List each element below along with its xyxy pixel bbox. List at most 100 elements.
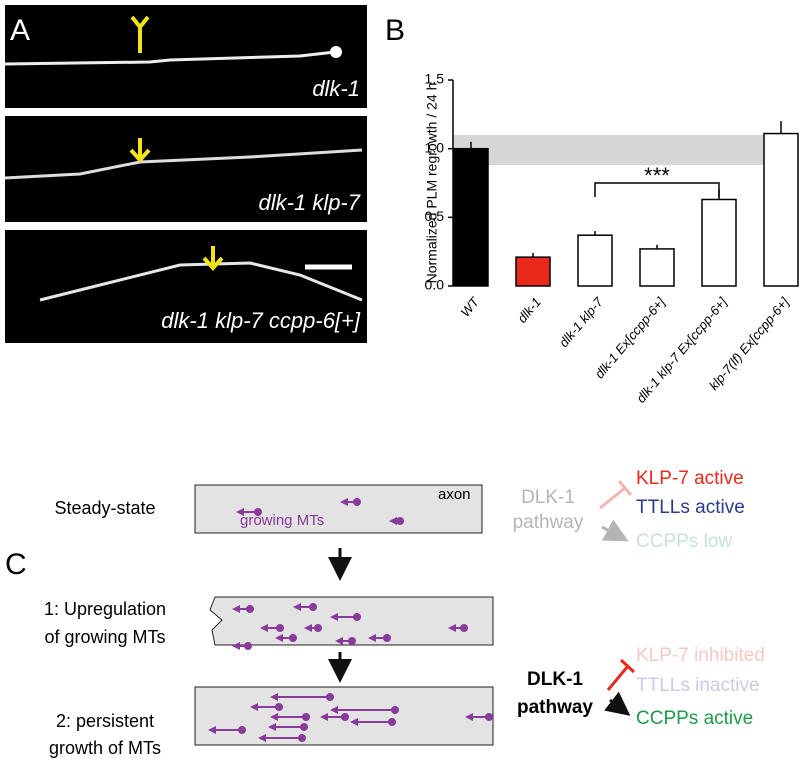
activation [604, 691, 631, 716]
panel-label: B [385, 14, 405, 47]
state-text: CCPPs low [636, 531, 732, 552]
cell-body [330, 46, 342, 58]
axon-label: axon [438, 486, 471, 503]
microtubule-head [270, 693, 278, 701]
microtubule-head [232, 642, 240, 650]
microtubule-tip [396, 517, 404, 525]
microtubule-head [320, 713, 328, 721]
bar [763, 132, 799, 287]
row-label: Steady-state [54, 498, 155, 518]
state-text: CCPPs active [636, 708, 753, 729]
microtubule-tip [326, 693, 334, 701]
bar [639, 248, 675, 287]
significance-bracket [594, 182, 720, 197]
x-tick-label: dlk-1 [514, 294, 544, 325]
microtubule-tip [383, 634, 391, 642]
bar [577, 234, 613, 287]
y-tick-label: 0.0 [425, 277, 445, 293]
microtubule-tip [302, 713, 310, 721]
panel-label: A [10, 14, 30, 47]
mt-label: growing MTs [240, 512, 324, 529]
microtubule-head [208, 726, 216, 734]
y-tick-label: 1.5 [425, 71, 445, 87]
microtubule-head [258, 734, 266, 742]
microtubule-tip [275, 703, 283, 711]
microtubule-head [330, 706, 338, 714]
state-text: KLP-7 active [636, 468, 744, 489]
microtubule-tip [353, 498, 361, 506]
state-text: TTLLs active [636, 497, 745, 518]
micrograph [5, 116, 367, 222]
microtubule-head [232, 605, 240, 613]
bar [515, 256, 551, 287]
y-axis-title: Normalized PLM regrowth / 24 h [424, 83, 440, 284]
row-label: 1: Upregulation [44, 599, 166, 619]
microtubule-head [389, 517, 397, 525]
y-tick-label: 0.5 [425, 208, 445, 224]
microtubule-tip [298, 734, 306, 742]
state-text: KLP-7 inhibited [636, 645, 765, 666]
neurite [4, 50, 336, 66]
row-label: 2: persistent [56, 711, 154, 731]
micrograph-label: dlk-1 klp-7 [259, 190, 361, 215]
microtubule-tip [460, 624, 468, 632]
microtubules [208, 498, 493, 742]
microtubule-head [250, 703, 258, 711]
axon [194, 484, 483, 534]
microtubule-tip [341, 713, 349, 721]
microtubule-head [236, 508, 244, 516]
pathway-label: DLK-1 [527, 669, 583, 690]
inhibition [606, 658, 636, 691]
microtubule-head [335, 637, 343, 645]
micrograph-label: dlk-1 klp-7 ccpp-6[+] [161, 308, 361, 333]
arrow [129, 138, 151, 163]
microtubule-tip [300, 723, 308, 731]
y-tick-label: 1.0 [425, 139, 445, 155]
microtubule-head [330, 613, 338, 621]
microtubule-tip [276, 624, 284, 632]
microtubule-tip [353, 613, 361, 621]
microtubule-tip [388, 718, 396, 726]
reference-band [453, 134, 793, 166]
bar [453, 147, 489, 287]
pathway-label: pathway [517, 697, 593, 718]
micrograph [5, 230, 367, 343]
microtubule-head [350, 718, 358, 726]
microtubule-tip [246, 605, 254, 613]
significance-label: *** [644, 163, 670, 188]
inhibition [599, 480, 633, 510]
microtubule-head [268, 723, 276, 731]
microtubule-head [448, 624, 456, 632]
row-label: growth of MTs [49, 738, 161, 758]
axon [209, 596, 494, 646]
microtubule-tip [254, 508, 262, 516]
activation [601, 519, 629, 542]
row-label: of growing MTs [44, 627, 165, 647]
pathway-label: pathway [513, 512, 584, 533]
x-tick-label: dlk-1 klp-7 [556, 294, 607, 350]
micrograph-label: dlk-1 [312, 76, 360, 101]
state-text: TTLLs inactive [636, 675, 760, 696]
arrow [202, 246, 224, 271]
microtubule-head [465, 713, 473, 721]
microtubule-head [275, 634, 283, 642]
microtubule-tip [309, 603, 317, 611]
microtubule-tip [238, 726, 246, 734]
arrow [130, 15, 150, 53]
microtubule-head [368, 634, 376, 642]
microtubule-head [270, 713, 278, 721]
x-tick-label: WT [457, 294, 482, 320]
microtubule-tip [289, 634, 297, 642]
microtubule-head [260, 624, 268, 632]
microtubule-tip [314, 624, 322, 632]
pathway-label: DLK-1 [521, 487, 575, 508]
microtubule-head [304, 624, 312, 632]
microtubule-tip [485, 713, 493, 721]
microtubule-tip [244, 642, 252, 650]
bar [701, 198, 737, 287]
microtubule-tip [391, 706, 399, 714]
panel-label: C [5, 548, 27, 581]
microtubule-head [293, 603, 301, 611]
